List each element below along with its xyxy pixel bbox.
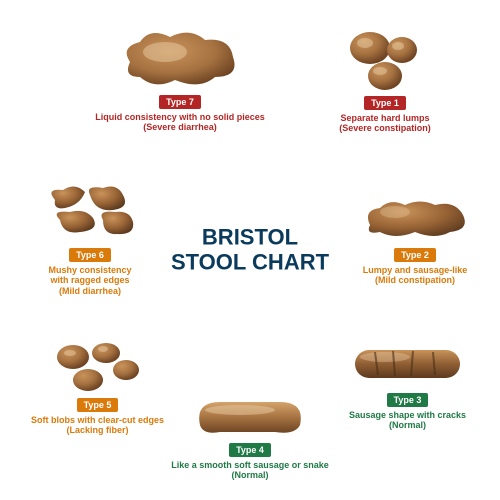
desc-type1: Separate hard lumps (Severe constipation… [339, 113, 431, 134]
title-line1: BRISTOL [171, 225, 329, 250]
item-type4: Type 4 Like a smooth soft sausage or sna… [160, 390, 340, 481]
title-line2: STOOL CHART [171, 250, 329, 275]
item-type2: Type 2 Lumpy and sausage-like (Mild cons… [340, 190, 490, 286]
chart-title: BRISTOL STOOL CHART [171, 225, 329, 276]
illus-type6 [35, 180, 145, 245]
desc-type5: Soft blobs with clear-cut edges (Lacking… [31, 415, 164, 436]
badge-type6: Type 6 [69, 248, 111, 262]
illus-type1 [340, 28, 430, 93]
illus-type3 [345, 335, 470, 390]
desc-type4: Like a smooth soft sausage or snake (Nor… [171, 460, 329, 481]
illus-type4 [185, 390, 315, 440]
item-type7: Type 7 Liquid consistency with no solid … [75, 22, 285, 133]
illus-type7 [115, 22, 245, 92]
badge-type2: Type 2 [394, 248, 436, 262]
illus-type2 [355, 190, 475, 245]
item-type5: Type 5 Soft blobs with clear-cut edges (… [20, 335, 175, 436]
badge-type1: Type 1 [364, 96, 406, 110]
desc-type6: Mushy consistency with ragged edges (Mil… [48, 265, 131, 296]
badge-type7: Type 7 [159, 95, 201, 109]
item-type6: Type 6 Mushy consistency with ragged edg… [15, 180, 165, 296]
desc-type7: Liquid consistency with no solid pieces … [95, 112, 265, 133]
item-type3: Type 3 Sausage shape with cracks (Normal… [330, 335, 485, 431]
badge-type5: Type 5 [77, 398, 119, 412]
item-type1: Type 1 Separate hard lumps (Severe const… [310, 28, 460, 134]
desc-type3: Sausage shape with cracks (Normal) [349, 410, 466, 431]
badge-type4: Type 4 [229, 443, 271, 457]
badge-type3: Type 3 [387, 393, 429, 407]
desc-type2: Lumpy and sausage-like (Mild constipatio… [363, 265, 468, 286]
illus-type5 [48, 335, 148, 395]
